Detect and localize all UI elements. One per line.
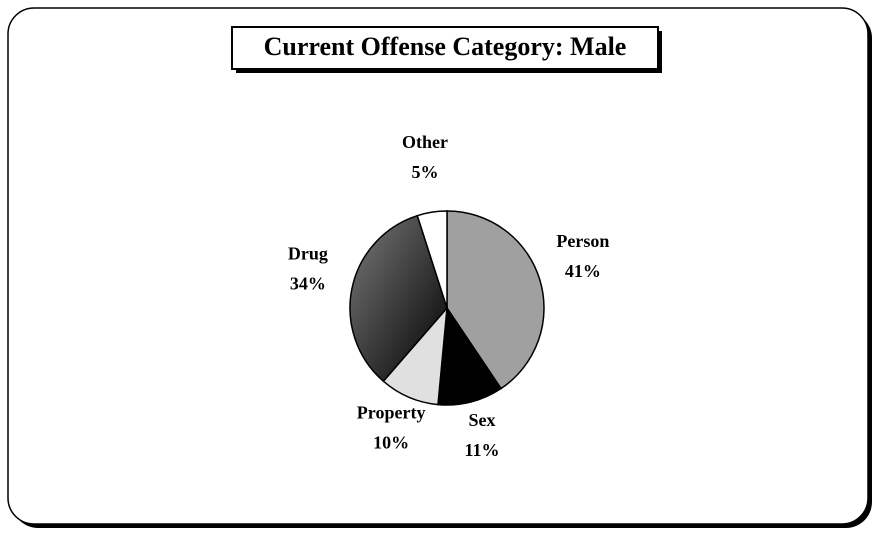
chart-title: Current Offense Category: Male — [264, 32, 627, 61]
slice-value: 10% — [373, 433, 409, 453]
slice-value: 34% — [290, 274, 326, 294]
pie-slice — [446, 210, 545, 390]
slice-label: Property — [357, 403, 426, 423]
slice-value: 5% — [412, 162, 439, 182]
title-box — [231, 26, 659, 70]
slice-value: 41% — [565, 261, 601, 281]
pie-slice — [437, 305, 503, 406]
slice-value: 11% — [464, 440, 499, 460]
slice-label: Sex — [468, 410, 495, 430]
slice-label: Person — [556, 231, 609, 251]
slice-label: Other — [402, 132, 448, 152]
pie-slice — [416, 210, 448, 309]
slice-label: Drug — [288, 244, 328, 264]
pie-slice — [349, 214, 448, 383]
